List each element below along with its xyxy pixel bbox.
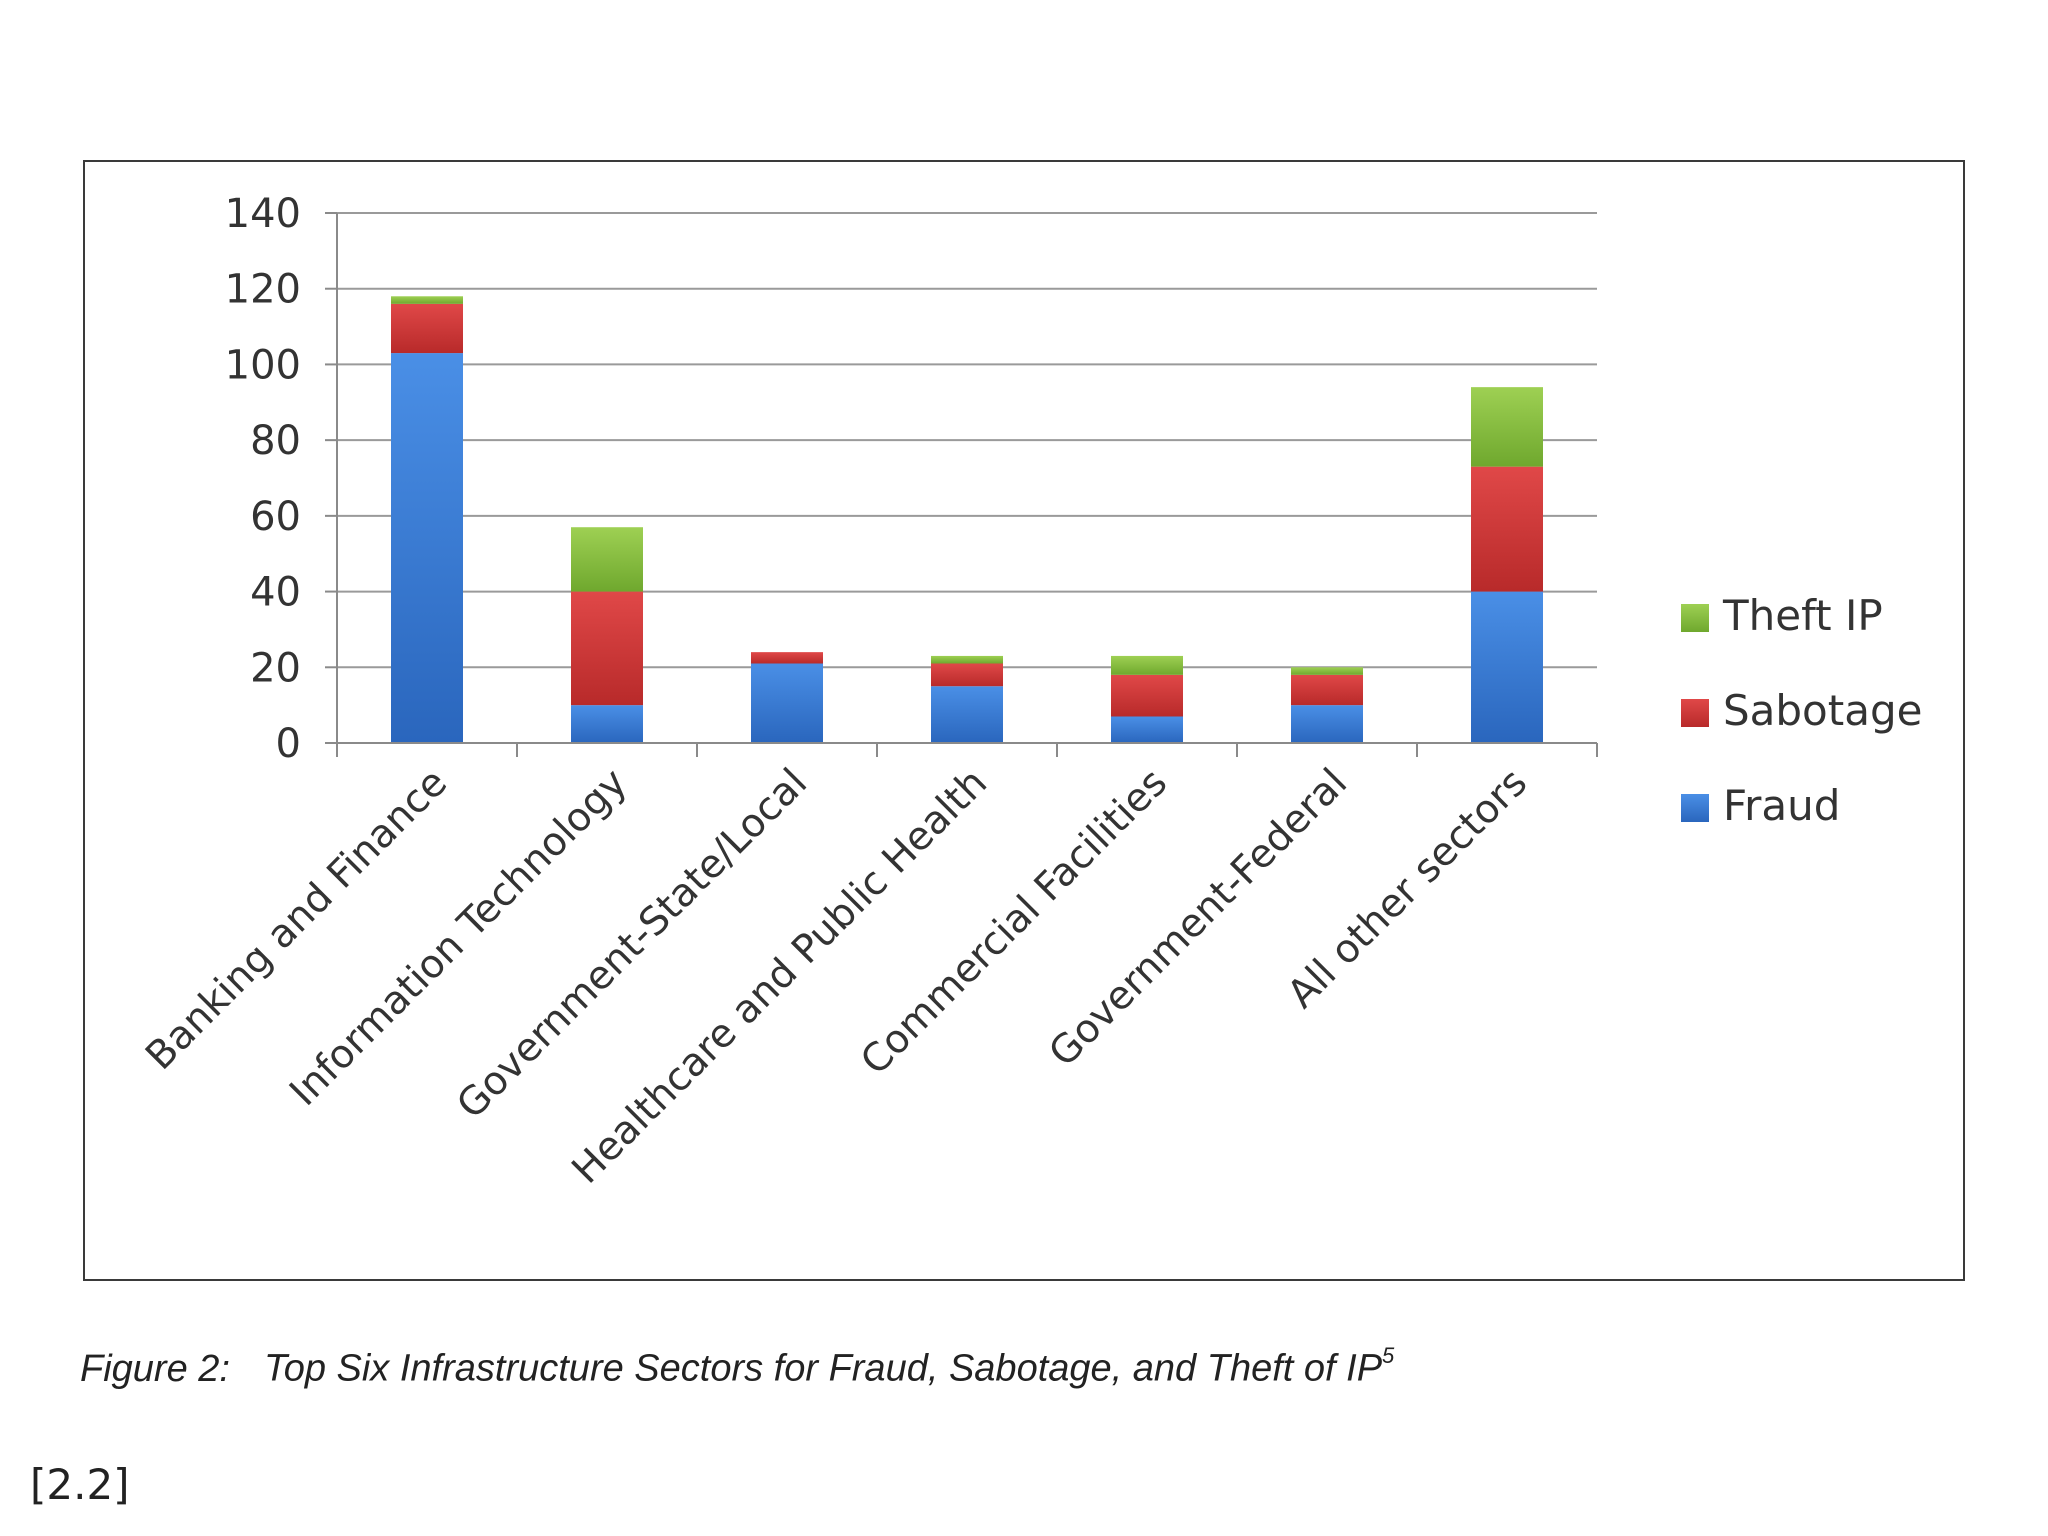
legend-label-theft-ip: Theft IP bbox=[1722, 591, 1883, 640]
bar-fraud-healthcare-and-public-health bbox=[931, 686, 1003, 743]
legend-swatch-sabotage bbox=[1681, 699, 1709, 727]
axes bbox=[325, 212, 1598, 757]
x-label-commercial-facilities: Commercial Facilities bbox=[852, 760, 1176, 1084]
reference-label: [2.2] bbox=[30, 1460, 130, 1509]
legend-swatch-fraud bbox=[1681, 794, 1709, 822]
y-tick-label-120: 120 bbox=[225, 267, 301, 313]
y-tick-label-100: 100 bbox=[225, 342, 301, 388]
bar-sabotage-government-state-local bbox=[751, 652, 823, 664]
bar-theft-ip-healthcare-and-public-health bbox=[931, 655, 1003, 664]
bar-fraud-information-technology bbox=[571, 705, 643, 743]
bar-sabotage-commercial-facilities bbox=[1111, 674, 1183, 717]
bar-theft-ip-information-technology bbox=[571, 527, 643, 592]
y-tick-label-80: 80 bbox=[250, 418, 301, 464]
bar-theft-ip-all-other-sectors bbox=[1471, 387, 1543, 467]
caption-prefix: Figure 2: bbox=[80, 1347, 230, 1390]
x-label-information-technology: Information Technology bbox=[281, 760, 636, 1115]
legend-swatch-theft-ip bbox=[1681, 604, 1709, 632]
chart-frame: 0 20 40 60 80 100 120 140 Banking and Finance In… bbox=[83, 160, 1965, 1281]
bar-fraud-government-state-local bbox=[751, 663, 823, 743]
figure-caption: Figure 2: Top Six Infrastructure Sectors … bbox=[80, 1343, 1394, 1391]
stacked-bar-chart: 0 20 40 60 80 100 120 140 Banking and FinanceIn… bbox=[137, 191, 1922, 1193]
bar-theft-ip-commercial-facilities bbox=[1111, 655, 1183, 675]
bar-fraud-commercial-facilities bbox=[1111, 716, 1183, 743]
gridlines bbox=[337, 212, 1597, 669]
caption-superscript: 5 bbox=[1382, 1343, 1395, 1368]
bars bbox=[391, 296, 1543, 743]
y-tick-label-20: 20 bbox=[250, 645, 301, 691]
y-tick-labels: 0 20 40 60 80 100 120 140 bbox=[225, 191, 301, 767]
bar-fraud-government-federal bbox=[1291, 705, 1363, 743]
y-tick-label-60: 60 bbox=[250, 494, 301, 540]
bar-sabotage-information-technology bbox=[571, 591, 643, 706]
legend: Theft IP Sabotage Fraud bbox=[1681, 591, 1922, 830]
legend-label-fraud: Fraud bbox=[1723, 781, 1840, 830]
bar-theft-ip-government-federal bbox=[1291, 667, 1363, 675]
bar-sabotage-government-federal bbox=[1291, 674, 1363, 706]
bar-sabotage-healthcare-and-public-health bbox=[931, 663, 1003, 687]
bar-sabotage-all-other-sectors bbox=[1471, 466, 1543, 592]
y-tick-label-140: 140 bbox=[225, 191, 301, 237]
legend-label-sabotage: Sabotage bbox=[1723, 686, 1922, 735]
x-label-government-state-local: Government-State/Local bbox=[449, 760, 817, 1128]
y-tick-label-0: 0 bbox=[276, 721, 301, 767]
x-label-banking-and-finance: Banking and Finance bbox=[137, 760, 456, 1079]
x-label-government-federal: Government-Federal bbox=[1041, 760, 1356, 1075]
caption-text: Top Six Infrastructure Sectors for Fraud… bbox=[263, 1347, 1383, 1390]
bar-theft-ip-banking-and-finance bbox=[391, 296, 463, 304]
bar-fraud-banking-and-finance bbox=[391, 353, 463, 743]
bar-fraud-all-other-sectors bbox=[1471, 591, 1543, 743]
y-tick-label-40: 40 bbox=[250, 570, 301, 616]
bar-sabotage-banking-and-finance bbox=[391, 303, 463, 354]
